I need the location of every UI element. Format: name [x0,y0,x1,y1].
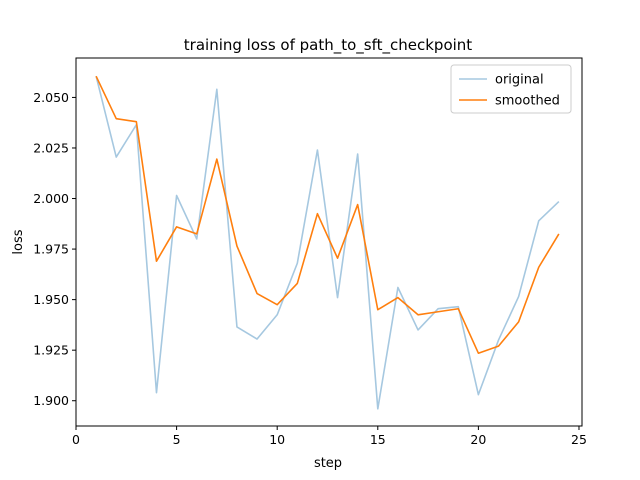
x-axis-label: step [314,456,342,471]
x-tick-label: 15 [370,432,386,447]
legend-label-smoothed: smoothed [495,94,560,109]
plot-lines [95,75,560,410]
y-tick-label: 2.000 [33,191,69,206]
series-line-original [95,76,560,410]
x-tick-label: 20 [470,432,486,447]
x-tick-label: 10 [269,432,285,447]
y-tick-label: 1.900 [33,393,69,408]
y-tick-label: 1.950 [33,292,69,307]
x-axis: 0 5 10 15 20 25 [72,426,587,447]
x-tick-label: 0 [72,432,80,447]
legend: original smoothed [450,64,572,114]
x-tick-label: 5 [173,432,181,447]
plot-frame [75,57,583,427]
y-tick-label: 2.025 [33,140,69,155]
y-tick-label: 1.925 [33,343,69,358]
y-axis-label: loss [11,229,26,254]
series-line-smoothed [95,75,560,355]
legend-box [450,64,572,114]
chart-title: training loss of path_to_sft_checkpoint [184,36,473,55]
y-tick-label: 1.975 [33,242,69,257]
y-axis: 1.900 1.925 1.950 1.975 2.000 2.025 2.050 [33,90,76,408]
x-tick-label: 25 [571,432,587,447]
y-tick-label: 2.050 [33,90,69,105]
legend-label-original: original [495,73,544,88]
